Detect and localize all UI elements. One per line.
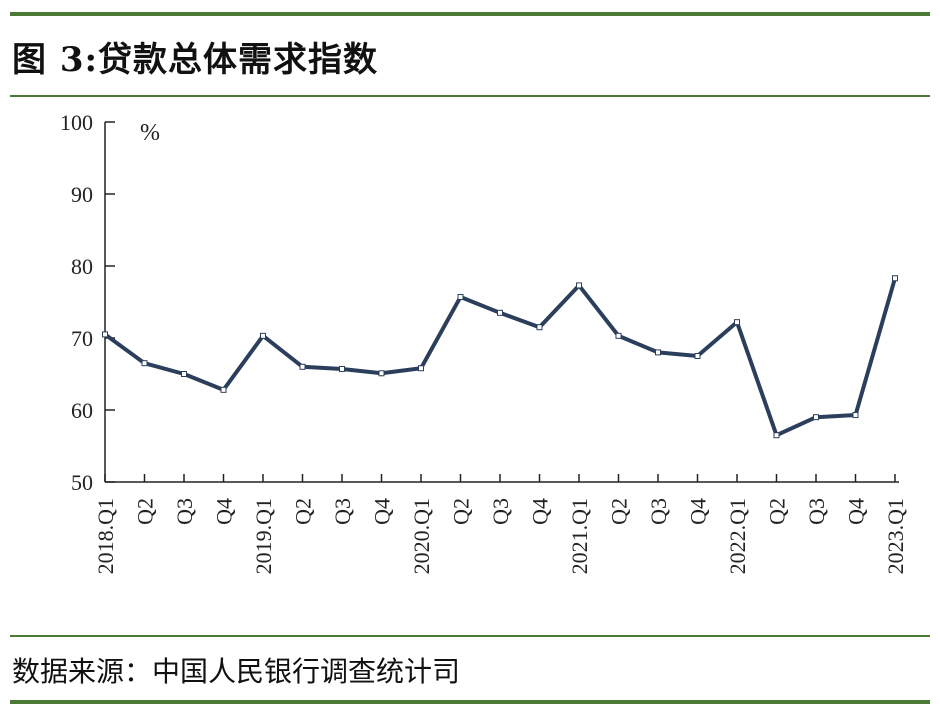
y-tick-label: 100 [60, 110, 93, 135]
x-tick-label: Q2 [765, 498, 790, 525]
x-tick-label: Q2 [133, 498, 158, 525]
x-axis-ticks: 2018.Q1 Q2 Q3 Q4 2019.Q1 Q2 Q3 Q4 2020.Q1 Q2 Q3 Q4 2… [93, 474, 908, 574]
data-point [773, 432, 780, 439]
x-tick-label: 2018.Q1 [93, 498, 118, 574]
line-chart: 50 60 70 80 90 100 2018.Q1 Q2 Q3 Q4 2019.Q1 Q2 Q3 Q4… [60, 110, 908, 574]
data-point [102, 331, 108, 338]
x-tick-label: Q3 [646, 498, 671, 525]
x-tick-label: Q3 [330, 498, 355, 525]
data-point [655, 349, 661, 356]
data-point [497, 309, 503, 316]
data-source-note: 数据来源：中国人民银行调查统计司 [12, 655, 461, 688]
y-axis-unit-label: % [140, 120, 160, 146]
data-point [260, 332, 266, 339]
x-tick-label: Q2 [607, 498, 632, 525]
series-line [103, 276, 897, 438]
data-point [457, 293, 464, 300]
x-tick-label: 2020.Q1 [409, 498, 434, 574]
data-point [181, 371, 187, 377]
x-tick-label: Q4 [370, 498, 395, 525]
x-tick-label: Q2 [291, 498, 316, 525]
data-point [418, 365, 424, 372]
data-point [694, 353, 701, 359]
y-axis-ticks: 50 60 70 80 90 100 [60, 110, 115, 495]
y-tick-label: 80 [71, 254, 93, 279]
bottom-rule [10, 700, 930, 704]
x-tick-label: Q4 [212, 498, 237, 525]
data-point [220, 386, 227, 393]
figure-title: 图 3:贷款总体需求指数 [12, 40, 379, 80]
y-tick-label: 50 [71, 470, 93, 495]
data-point [141, 360, 148, 367]
series-group [102, 275, 898, 439]
data-point [576, 282, 582, 289]
data-point [339, 365, 345, 372]
data-point [615, 332, 622, 339]
x-tick-label: Q3 [488, 498, 513, 525]
x-tick-label: Q4 [528, 498, 553, 525]
data-point [734, 319, 740, 326]
title-rule [10, 95, 930, 97]
data-point [378, 370, 385, 377]
top-rule [10, 12, 930, 16]
source-rule-top [10, 635, 930, 637]
data-point [852, 412, 859, 419]
y-tick-label: 90 [71, 182, 93, 207]
x-tick-label: 2022.Q1 [725, 498, 750, 574]
y-tick-label: 70 [71, 326, 93, 351]
x-tick-label: 2021.Q1 [567, 498, 592, 574]
y-tick-label: 60 [71, 398, 93, 423]
x-tick-label: Q2 [449, 498, 474, 525]
x-tick-label: Q3 [804, 498, 829, 525]
x-tick-label: 2023.Q1 [883, 498, 908, 574]
chart-axes [104, 122, 899, 483]
data-point [299, 363, 306, 370]
x-tick-label: 2019.Q1 [251, 498, 276, 574]
data-point [813, 414, 819, 421]
x-tick-label: Q4 [686, 498, 711, 525]
x-tick-label: Q3 [172, 498, 197, 525]
data-point [536, 324, 543, 331]
data-point [892, 275, 898, 282]
x-tick-label: Q4 [844, 498, 869, 525]
